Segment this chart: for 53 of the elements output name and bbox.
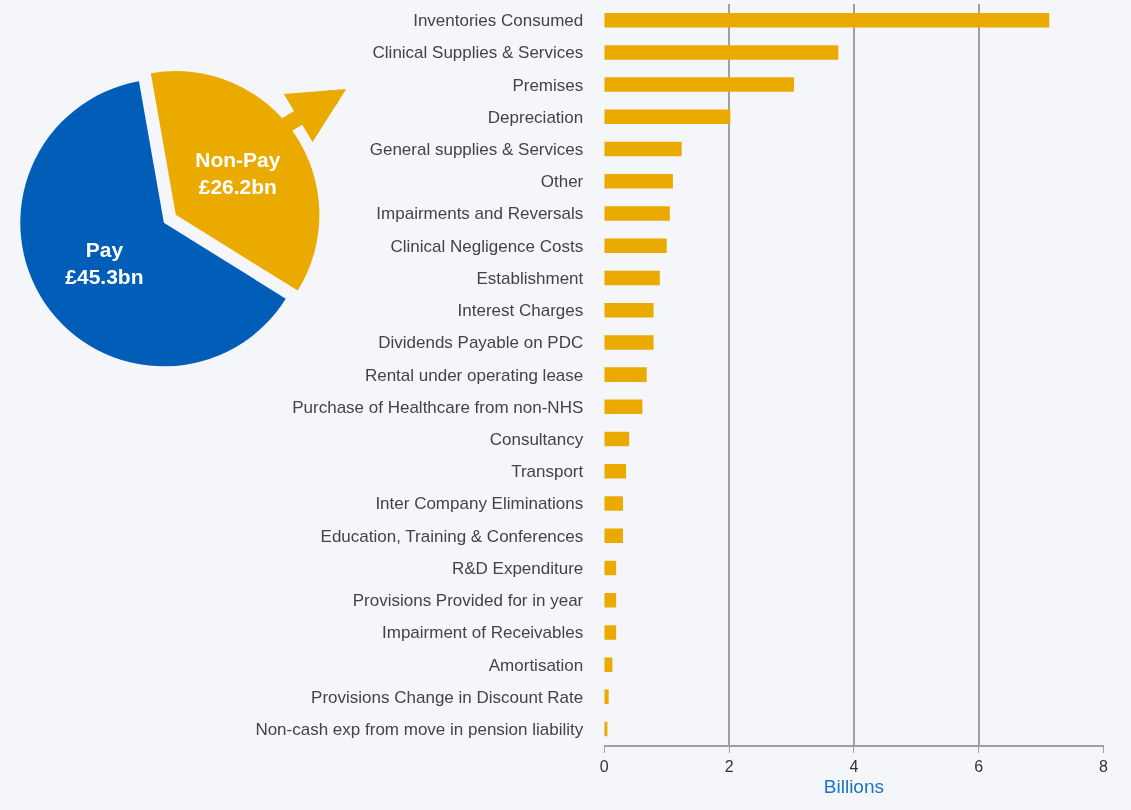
bar: [604, 625, 617, 640]
y-tick-label: Provisions Provided for in year: [352, 591, 584, 611]
y-tick-label: Clinical Supplies & Services: [372, 43, 584, 63]
y-tick-label: Purchase of Healthcare from non-NHS: [292, 397, 584, 417]
data-label: £45.3bn: [65, 265, 144, 289]
bar: [604, 12, 1050, 28]
bar: [604, 528, 623, 543]
x-tick-label: 4: [849, 758, 859, 776]
bar: [604, 496, 623, 511]
y-tick-label: Amortisation: [488, 655, 584, 675]
x-tick-label: 0: [599, 758, 609, 776]
bar: [604, 367, 647, 382]
bar: [604, 302, 654, 318]
y-tick-label: Impairments and Reversals: [376, 204, 584, 224]
y-tick-label: General supplies & Services: [369, 140, 584, 160]
bar: [604, 174, 673, 189]
y-tick-label: Clinical Negligence Costs: [390, 236, 584, 256]
y-tick-label: Non-cash exp from move in pension liability: [255, 720, 584, 740]
y-tick-label: Consultancy: [489, 430, 584, 450]
bar: [604, 335, 654, 350]
y-tick-label: Inter Company Eliminations: [375, 494, 584, 514]
y-tick-label: Establishment: [476, 268, 584, 288]
y-tick-label: Transport: [511, 462, 584, 482]
bar: [604, 238, 667, 253]
x-tick-label: 6: [974, 758, 984, 776]
y-tick-label: Interest Charges: [457, 301, 584, 321]
bar: [604, 560, 617, 576]
bar: [604, 77, 794, 92]
y-tick-label: Dividends Payable on PDC: [378, 333, 584, 353]
bar: [604, 45, 839, 60]
x-axis-title: Billions: [823, 776, 885, 798]
y-tick-label: Education, Training & Conferences: [320, 526, 584, 546]
x-tick-label: 8: [1099, 758, 1109, 776]
y-tick-label: R&D Expenditure: [451, 558, 584, 578]
bar: [604, 592, 617, 608]
y-tick-label: Other: [540, 172, 584, 192]
bar: [604, 109, 731, 125]
bar: [604, 270, 660, 286]
y-tick-label: Provisions Change in Discount Rate: [311, 687, 584, 707]
y-tick-label: Inventories Consumed: [413, 11, 584, 31]
y-tick-label: Rental under operating lease: [364, 365, 584, 385]
x-tick-label: 2: [724, 758, 734, 776]
y-tick-label: Premises: [512, 75, 584, 95]
bar: [604, 141, 682, 157]
bar: [604, 431, 630, 447]
bar: [604, 399, 643, 415]
bar: [604, 206, 670, 221]
y-tick-label: Depreciation: [487, 107, 584, 127]
slice-label: Pay: [85, 237, 124, 261]
data-label: £26.2bn: [198, 174, 277, 198]
y-tick-label: Impairment of Receivables: [382, 623, 584, 643]
slice-label: Non-Pay: [195, 147, 281, 171]
bar: [604, 464, 627, 479]
